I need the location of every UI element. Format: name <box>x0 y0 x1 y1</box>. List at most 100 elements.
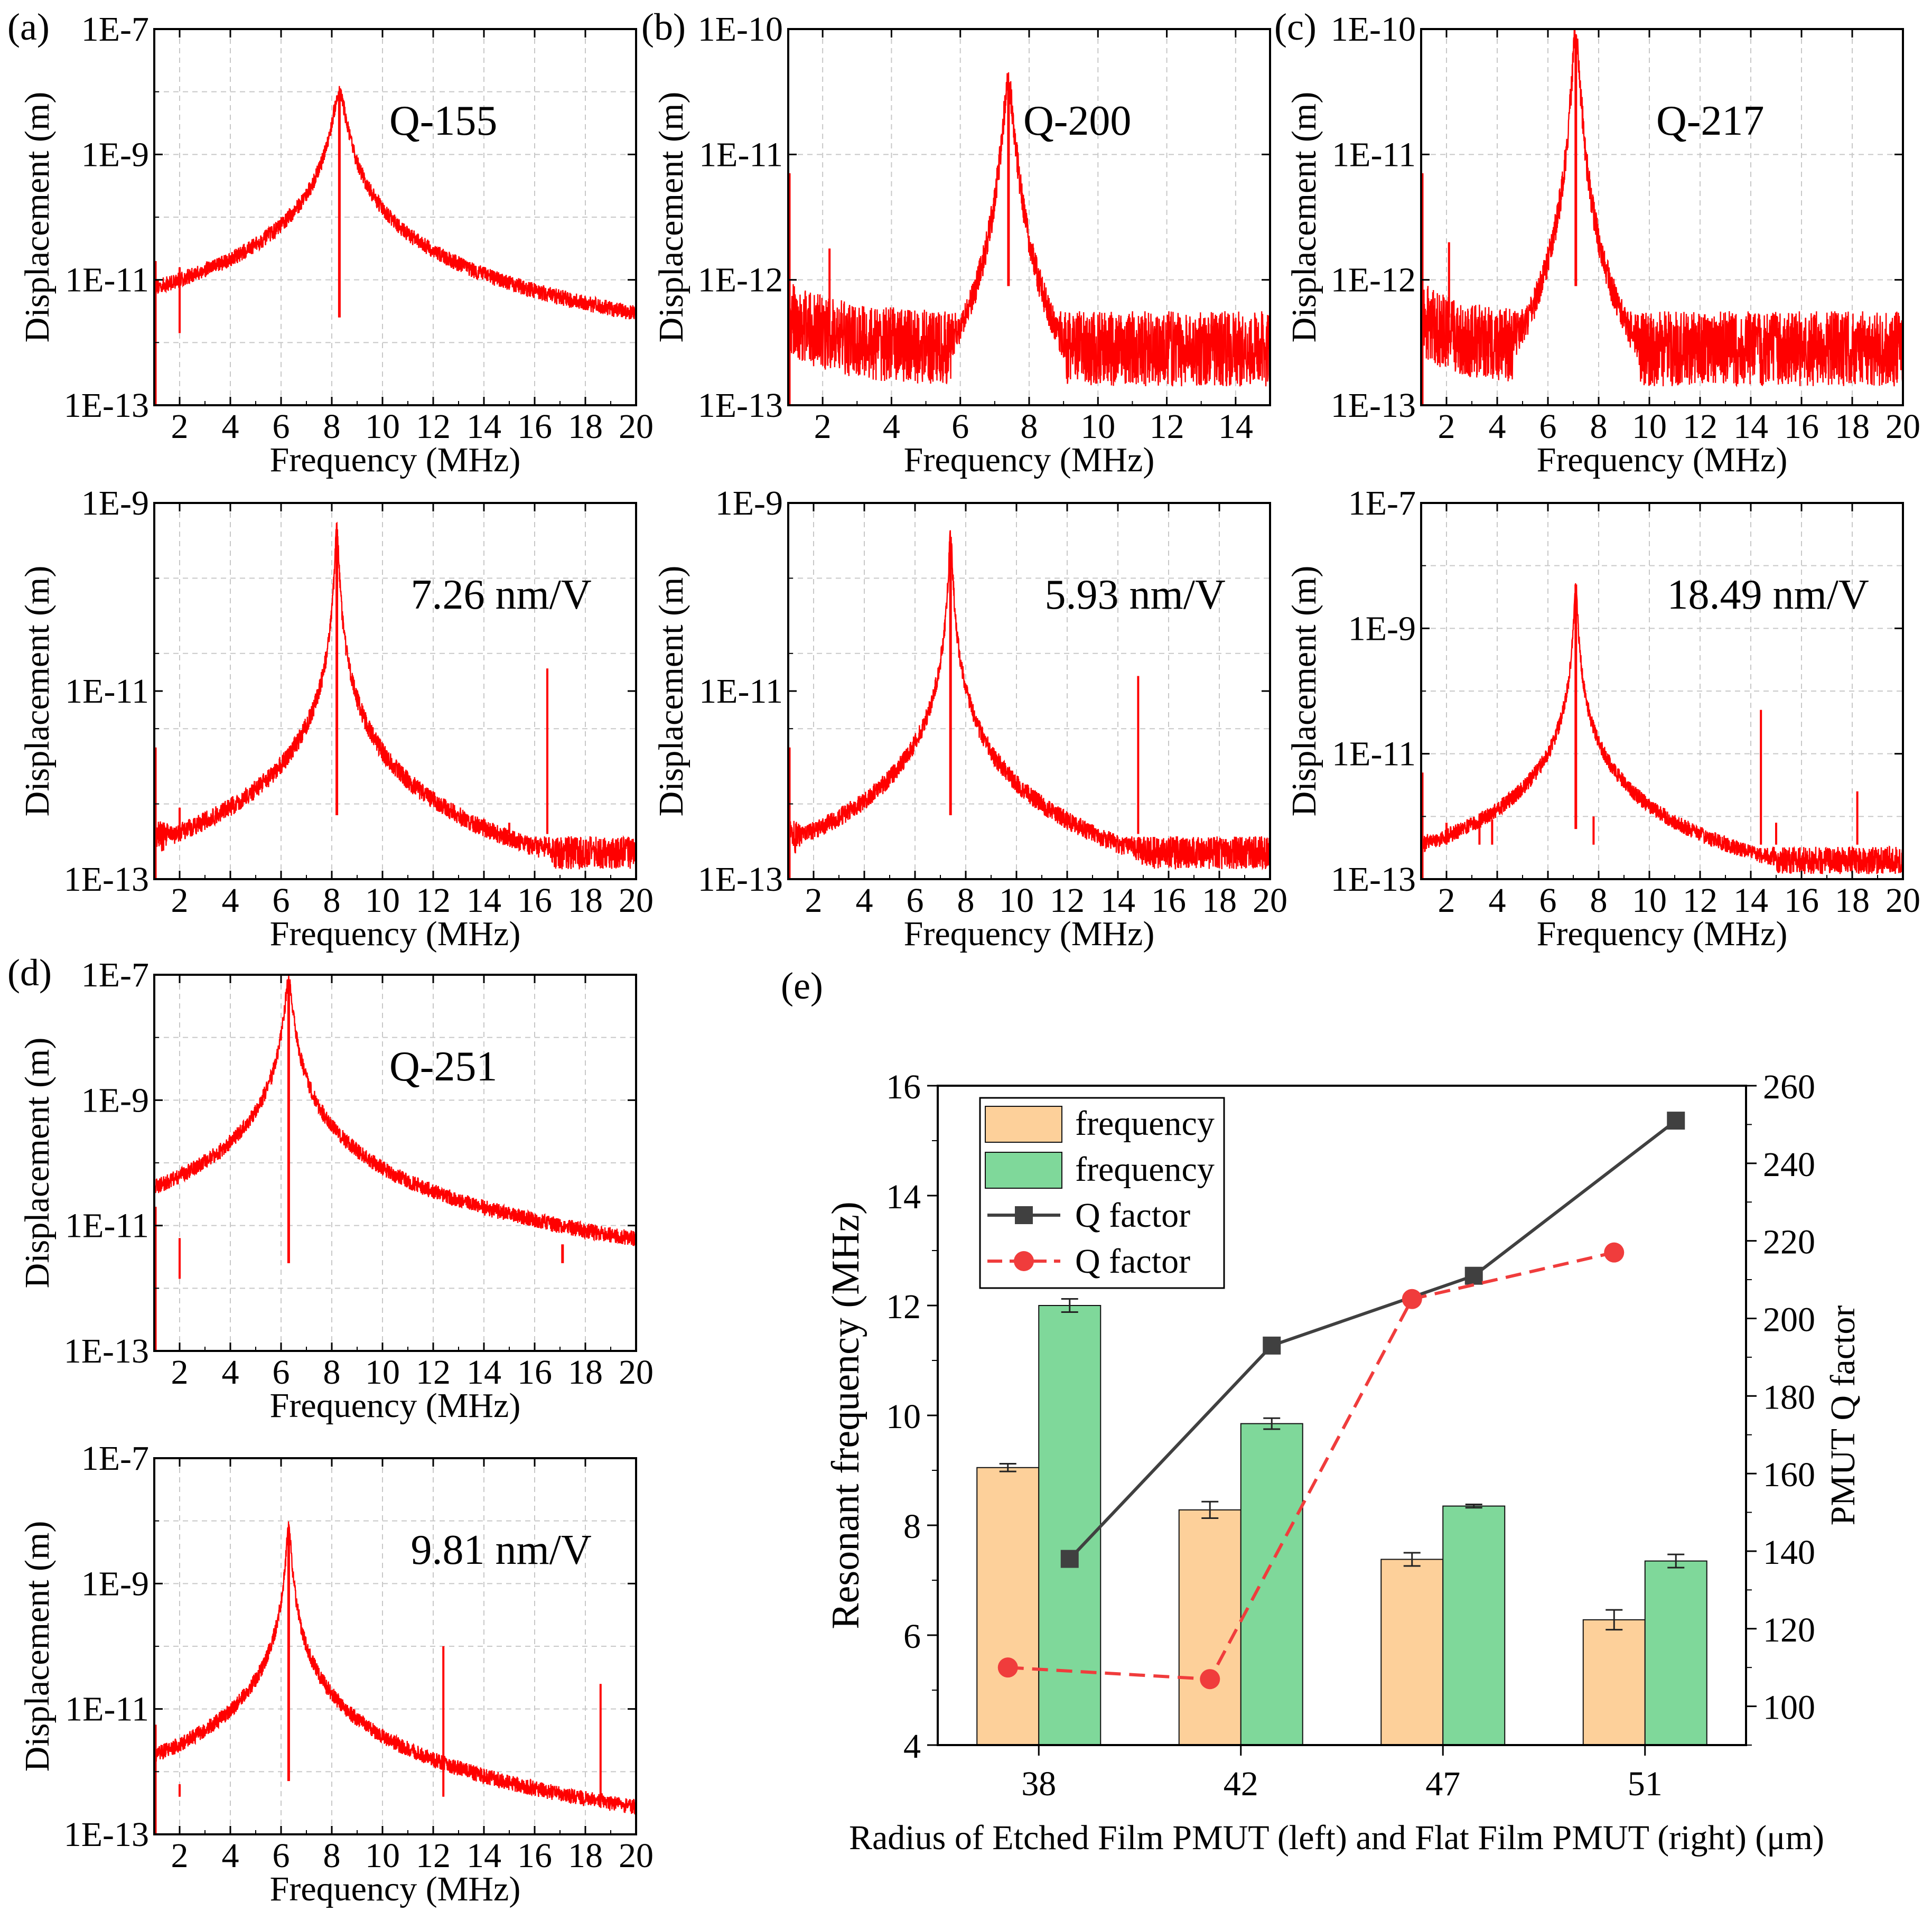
y-left-tick-label: 4 <box>903 1727 921 1766</box>
x-tick-label: 6 <box>273 881 290 920</box>
spectrum-chart: 2 4 6 8 10 12 14 16 18 20 1E-9 1E-11 1E-13 Frequency … <box>652 484 1287 953</box>
x-tick-label: 10 <box>1632 407 1667 446</box>
bar <box>1442 1505 1506 1746</box>
y-tick-label: 1E-13 <box>698 386 783 425</box>
legend-marker-square <box>1015 1206 1033 1224</box>
y-tick-label: 1E-10 <box>1331 10 1416 49</box>
x-axis-label: Frequency (MHz) <box>1537 915 1788 953</box>
x-axis-label: Frequency (MHz) <box>270 1870 521 1908</box>
x-tick-label: 16 <box>517 881 552 920</box>
x-tick-label: 12 <box>416 881 451 920</box>
y-axis-label: Displacement (m) <box>18 92 57 343</box>
x-tick-label: 14 <box>466 1836 501 1875</box>
x-category-label: 42 <box>1224 1765 1258 1803</box>
x-tick-label: 2 <box>171 1836 189 1875</box>
y-tick-label: 1E-11 <box>65 261 149 300</box>
y-left-tick-label: 14 <box>886 1178 921 1216</box>
x-tick-label: 14 <box>1733 407 1768 446</box>
y-axis-label: Displacement (m) <box>1285 92 1323 343</box>
bar <box>1178 1509 1242 1746</box>
x-tick-label: 12 <box>1050 881 1085 920</box>
y-tick-label: 1E-9 <box>715 484 783 523</box>
y-left-tick-label: 8 <box>903 1507 921 1546</box>
q-marker-square <box>1464 1266 1483 1285</box>
annotation-label: Q-217 <box>1656 98 1764 144</box>
x-tick-label: 14 <box>1218 407 1253 446</box>
q-marker-square <box>1060 1550 1079 1568</box>
x-tick-label: 8 <box>957 881 975 920</box>
x-tick-label: 14 <box>466 881 501 920</box>
y-right-tick-label: 140 <box>1763 1533 1815 1572</box>
x-tick-label: 10 <box>999 881 1034 920</box>
y-tick-label: 1E-9 <box>81 135 149 174</box>
x-tick-label: 16 <box>1151 881 1186 920</box>
bar <box>1644 1560 1707 1746</box>
y-right-tick-label: 260 <box>1763 1068 1815 1106</box>
x-tick-label: 20 <box>1886 407 1920 446</box>
x-axis-label: Frequency (MHz) <box>270 441 521 479</box>
y-left-tick-label: 10 <box>886 1397 921 1436</box>
spectrum-chart: 2 4 6 8 10 12 14 16 18 20 1E-10 1E-11 1E-12 1E-13 Freq… <box>1274 6 1920 479</box>
x-tick-label: 18 <box>568 881 603 920</box>
legend-label: frequency <box>1075 1150 1215 1189</box>
x-tick-label: 12 <box>416 1353 451 1392</box>
bar <box>1380 1559 1444 1746</box>
x-tick-label: 2 <box>805 881 823 920</box>
spectrum-chart: 2 4 6 8 10 12 14 16 18 20 1E-7 1E-9 1E-11 1E-13 Freque… <box>7 6 654 479</box>
y-tick-label: 1E-9 <box>81 1081 149 1120</box>
x-category-label: 47 <box>1425 1765 1460 1803</box>
x-tick-label: 6 <box>951 407 969 446</box>
y-right-tick-label: 100 <box>1763 1689 1815 1727</box>
x-tick-label: 6 <box>273 1353 290 1392</box>
y-tick-label: 1E-12 <box>1331 261 1416 300</box>
y-right-tick-label: 180 <box>1763 1378 1815 1416</box>
q-marker-circle <box>1402 1289 1422 1309</box>
y-axis-label: Displacement (m) <box>652 92 690 343</box>
x-tick-label: 4 <box>222 1353 239 1392</box>
x-tick-label: 14 <box>466 407 501 446</box>
y-tick-label: 1E-11 <box>699 135 783 174</box>
x-tick-label: 2 <box>1438 881 1455 920</box>
q-marker-circle <box>997 1657 1018 1678</box>
bar <box>976 1467 1040 1746</box>
q-marker-circle <box>1604 1242 1625 1263</box>
x-tick-label: 6 <box>907 881 924 920</box>
x-tick-label: 16 <box>517 407 552 446</box>
panel-label: (e) <box>781 965 823 1007</box>
panel-label: (a) <box>7 6 50 48</box>
x-category-label: 38 <box>1021 1765 1056 1803</box>
x-tick-label: 16 <box>1784 881 1819 920</box>
x-tick-label: 14 <box>466 1353 501 1392</box>
x-tick-label: 20 <box>619 881 654 920</box>
y-tick-label: 1E-7 <box>81 10 149 49</box>
y-right-axis-label: PMUT Q factor <box>1824 1305 1862 1526</box>
q-factor-line <box>1068 1119 1677 1560</box>
plot-frame <box>1420 28 1904 406</box>
x-tick-label: 12 <box>416 407 451 446</box>
x-tick-label: 18 <box>568 407 603 446</box>
y-left-tick-label: 6 <box>903 1617 921 1656</box>
y-tick-label: 1E-13 <box>1331 860 1416 899</box>
x-tick-label: 16 <box>517 1836 552 1875</box>
x-tick-label: 4 <box>1489 881 1506 920</box>
bar <box>1038 1305 1102 1746</box>
x-tick-label: 6 <box>273 1836 290 1875</box>
y-tick-label: 1E-7 <box>81 956 149 994</box>
y-tick-label: 1E-7 <box>81 1439 149 1478</box>
legend-label: Q factor <box>1075 1196 1190 1235</box>
x-tick-label: 20 <box>1886 881 1920 920</box>
x-tick-label: 18 <box>568 1353 603 1392</box>
y-tick-label: 1E-9 <box>81 484 149 523</box>
spectrum-chart: 2 4 6 8 10 12 14 16 18 20 1E-7 1E-9 1E-11 1E-13 Freque… <box>7 952 654 1425</box>
x-tick-label: 10 <box>1080 407 1115 446</box>
spectrum-trace <box>153 521 637 870</box>
x-tick-label: 6 <box>273 407 290 446</box>
y-axis-label: Displacement (m) <box>1285 566 1323 817</box>
bar-line-chart: (e) 4 6 8 10 12 14 16 100 120 140 160 180 200 220 240 26… <box>781 965 1862 1857</box>
x-tick-label: 12 <box>1683 881 1718 920</box>
x-tick-label: 2 <box>171 407 189 446</box>
x-tick-label: 8 <box>1590 881 1608 920</box>
annotation-label: 9.81 nm/V <box>411 1527 592 1573</box>
x-category-label: 51 <box>1628 1765 1663 1803</box>
legend-marker-circle <box>1014 1251 1034 1271</box>
